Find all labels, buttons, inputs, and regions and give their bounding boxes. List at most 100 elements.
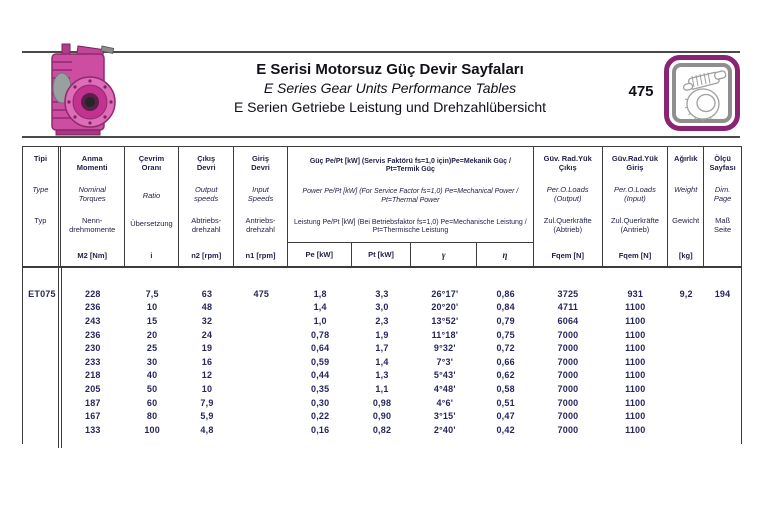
table-row: ET075 228 7,5 63 475 1,8 3,3 26°17' 0,86 3725 931 9… (23, 287, 741, 301)
table-row: 205 50 10 0,35 1,1 4°48' 0,58 7000 1100 (23, 382, 741, 396)
cell: 9°32' (433, 343, 456, 354)
col-label: Güv. Rad.Yük Çıkış (543, 154, 592, 172)
table-header: Tipi Type Typ Anma Momenti Nominal Torqu… (22, 146, 742, 268)
power-group-text: Güç Pe/Pt [kW] (Servis Faktörü fs=1,0 iç… (288, 147, 533, 242)
performance-table: Tipi Type Typ Anma Momenti Nominal Torqu… (22, 146, 742, 448)
cell: 0,90 (372, 411, 392, 422)
cell: 0,86 (496, 288, 515, 299)
cell: 13°52' (431, 315, 459, 326)
cell: 60 (146, 397, 158, 408)
cell: 24 (201, 329, 213, 340)
cell: 1100 (625, 411, 646, 422)
cell: 30 (146, 356, 158, 367)
col-unit-pe: Pe [kW] (288, 243, 352, 266)
cell: 4,8 (200, 424, 214, 435)
col-label: Anma Momenti (76, 154, 108, 172)
cell: 1100 (625, 370, 646, 381)
col-label: Typ (34, 216, 47, 225)
col-unit: Fqem [N] (551, 250, 584, 260)
table-row: 133 100 4,8 0,16 0,82 2°40' 0,42 7000 1100 (23, 423, 741, 437)
cell: ET075 (28, 288, 56, 299)
table-row: 167 80 5,9 0,22 0,90 3°15' 0,47 7000 1100 (23, 409, 741, 423)
power-unit-row: Pe [kW] Pt [kW] γ η (287, 242, 533, 266)
title-block: E Serisi Motorsuz Güç Devir Sayfaları E … (180, 60, 600, 117)
worm-gear-badge (664, 55, 740, 131)
col-label: Tipi (33, 154, 48, 163)
cell: 0,98 (372, 397, 392, 408)
power-label-en: Power Pe/Pt [kW] (For Service Factor fs=… (302, 188, 519, 204)
cell: 194 (714, 288, 731, 299)
cell: 2,3 (375, 315, 389, 326)
col-label: Abtriebs- drehzahl (191, 216, 222, 234)
cell: 4711 (557, 302, 579, 313)
cell: 233 (84, 356, 101, 367)
cell: 0,84 (496, 302, 515, 313)
type-column-divider (58, 268, 62, 448)
cell: 0,82 (372, 424, 392, 435)
cell: 0,30 (311, 397, 330, 408)
cell: 0,62 (496, 370, 515, 381)
cell: 0,66 (496, 356, 515, 367)
cell: 3,3 (375, 288, 389, 299)
cell: 475 (253, 288, 270, 299)
col-header-input-speed: Giriş Devri Input Speeds Antriebs- drehz… (234, 147, 288, 266)
worm-gear-icon (682, 70, 727, 122)
cell: 243 (84, 315, 101, 326)
col-label: Zul.Querkräfte (Abtrieb) (543, 216, 592, 234)
cell: 7°3' (436, 356, 454, 367)
col-label: Übersetzung (130, 219, 173, 228)
col-unit (705, 247, 740, 263)
cell: 3,0 (375, 302, 389, 313)
col-label: Zul.Querkräfte (Antrieb) (610, 216, 659, 234)
cell: 228 (84, 288, 101, 299)
cell: 187 (84, 397, 101, 408)
col-header-weight: Ağırlık Weight Gewicht [kg] (668, 147, 705, 266)
col-header-radial-load-input: Güv.Rad.Yük Giriş Per.O.Loads (Input) Zu… (603, 147, 669, 266)
cell: 0,35 (311, 383, 330, 394)
table-row: 230 25 19 0,64 1,7 9°32' 0,72 7000 1100 (23, 341, 741, 355)
cell: 1100 (625, 424, 646, 435)
cell: 2°40' (433, 424, 456, 435)
page-title-de: E Serien Getriebe Leistung und Drehzahlü… (233, 99, 547, 115)
col-unit-pt: Pt [kW] (352, 243, 412, 266)
col-header-output-speed: Çıkış Devri Output speeds Abtriebs- dreh… (179, 147, 235, 266)
col-label: Gewicht (672, 216, 700, 225)
cell: 50 (146, 383, 158, 394)
cell: 236 (84, 302, 101, 313)
page-number: 475 (628, 83, 654, 100)
col-unit-gamma: γ (411, 243, 478, 266)
col-unit: [kg] (678, 250, 693, 260)
cell: 230 (84, 343, 101, 354)
col-label: Per.O.Loads (Input) (614, 185, 656, 203)
cell: 167 (84, 411, 101, 422)
cell: 7000 (557, 397, 579, 408)
cell: 218 (84, 370, 101, 381)
table-row: 233 30 16 0,59 1,4 7°3' 0,66 7000 1100 (23, 355, 741, 369)
col-label: Nominal Torques (78, 185, 106, 203)
cell: 15 (146, 315, 158, 326)
col-label: Nenn- drehmomente (69, 216, 116, 234)
col-label: Ağırlık (674, 154, 698, 163)
table-row: 187 60 7,9 0,30 0,98 4°6' 0,51 7000 1100 (23, 396, 741, 410)
cell: 7000 (557, 343, 579, 354)
gearbox-photo (51, 43, 116, 136)
cell: 1100 (625, 397, 646, 408)
cell: 7000 (557, 411, 579, 422)
col-unit: n2 [rpm] (191, 250, 222, 260)
cell: 4°6' (436, 397, 454, 408)
cell: 1,9 (375, 329, 389, 340)
col-header-power-group: Güç Pe/Pt [kW] (Servis Faktörü fs=1,0 iç… (287, 147, 534, 266)
col-label: Çıkış Devri (196, 154, 216, 172)
col-unit: M2 [Nm] (77, 250, 108, 260)
col-unit (24, 247, 57, 263)
col-label: Input Speeds (247, 185, 274, 203)
col-unit: i (150, 250, 153, 260)
cell: 12 (201, 370, 213, 381)
cell: 11°18' (431, 329, 459, 340)
cell: 4°48' (433, 383, 456, 394)
cell: 1,0 (313, 315, 327, 326)
worm-gear-badge-inner (672, 63, 732, 123)
cell: 931 (627, 288, 644, 299)
cell: 0,22 (311, 411, 330, 422)
cell: 0,47 (496, 411, 515, 422)
